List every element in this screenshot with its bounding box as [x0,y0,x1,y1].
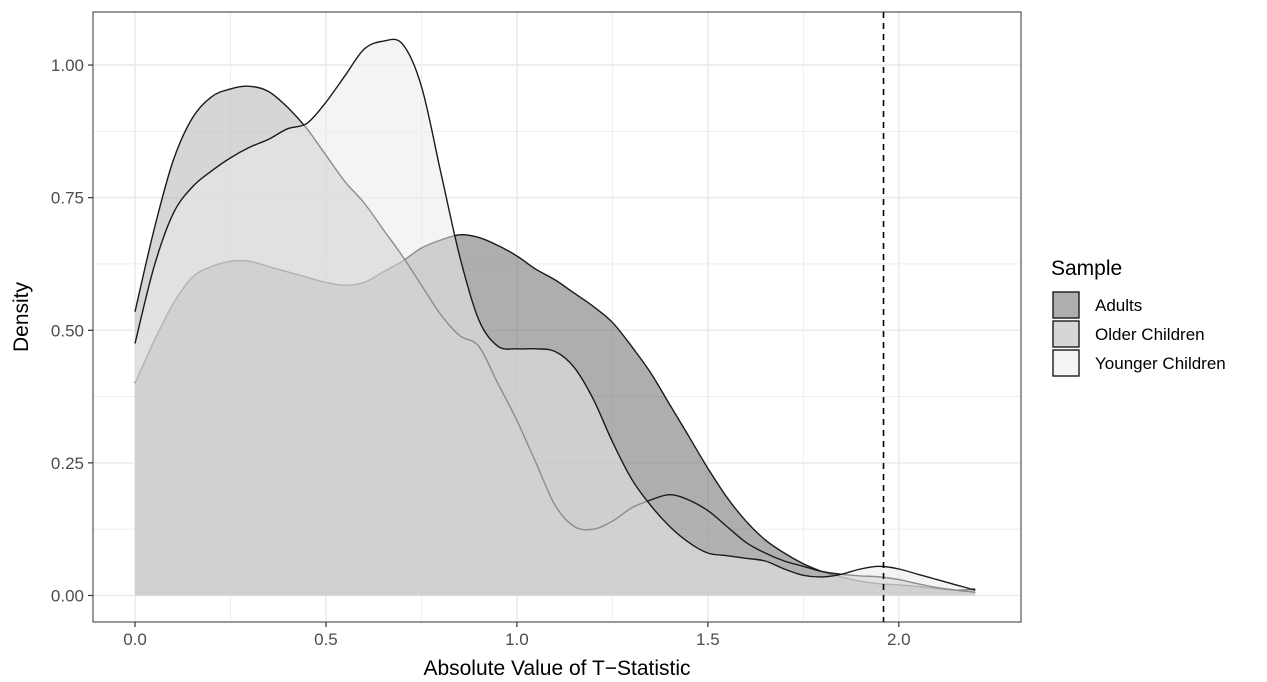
legend: Sample Adults Older Children Younger Child… [1051,257,1226,377]
density-fill-2 [135,39,976,596]
legend-key-1 [1052,320,1080,348]
legend-key-2 [1052,349,1080,377]
x-tick-label: 1.5 [696,630,720,649]
x-tick-label: 1.0 [505,630,529,649]
legend-label: Older Children [1095,325,1205,344]
panel-border [92,11,1022,623]
x-tick-label: 0.0 [123,630,147,649]
y-tick-label: 0.00 [51,586,84,605]
density-outline-2 [134,38,976,591]
legend-title: Sample [1051,257,1122,280]
axis-ticks: 0.0 0.5 1.0 1.5 2.0 0.00 0.25 0.50 0.75 1.00 [51,56,911,649]
density-areas [134,38,976,596]
legend-label: Adults [1095,296,1142,315]
density-younger-children [134,38,976,596]
x-axis-title: Absolute Value of T−Statistic [423,657,690,680]
y-tick-label: 0.50 [51,321,84,340]
legend-label: Younger Children [1095,354,1226,373]
y-tick-label: 0.25 [51,454,84,473]
x-tick-label: 0.5 [314,630,338,649]
y-tick-label: 0.75 [51,189,84,208]
y-tick-label: 1.00 [51,56,84,75]
legend-key-0 [1052,291,1080,319]
y-axis-title: Density [10,281,33,352]
x-tick-label: 2.0 [887,630,911,649]
